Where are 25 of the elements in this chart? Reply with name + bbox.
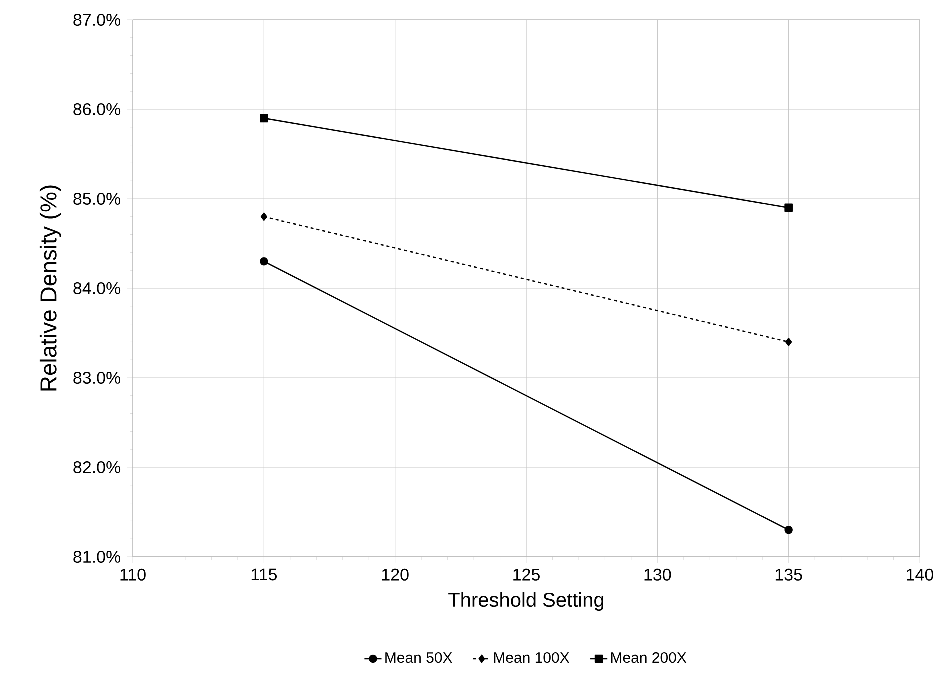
x-tick-label: 130 [644,568,672,581]
x-tick-label: 135 [776,568,802,581]
point [784,204,793,212]
y-tick-label: 83.0% [74,372,121,384]
x-tick-label: 115 [252,568,277,581]
point [784,526,793,534]
y-axis-title: Relative Density (%) [40,186,62,391]
x-tick-label: 140 [907,568,934,581]
y-tick-label: 86.0% [74,103,121,116]
x-tick-label: 120 [382,568,409,581]
y-tick-label: 84.0% [74,282,121,295]
point [260,257,268,266]
legend-label: Mean 200X [611,652,687,664]
x-tick-label: 125 [514,568,540,581]
point [260,212,268,222]
y-tick-label: 82.0% [74,461,121,474]
point [786,338,792,346]
legend-label: Mean 100X [494,652,570,664]
point [260,114,268,123]
y-tick-label: 87.0% [74,14,121,26]
y-tick-label: 85.0% [74,192,121,206]
x-axis-title: Threshold Setting [448,592,604,612]
y-tick-label: 81.0% [74,550,121,564]
legend-label: Mean 50X [386,652,452,664]
x-tick-label: 110 [120,568,146,581]
